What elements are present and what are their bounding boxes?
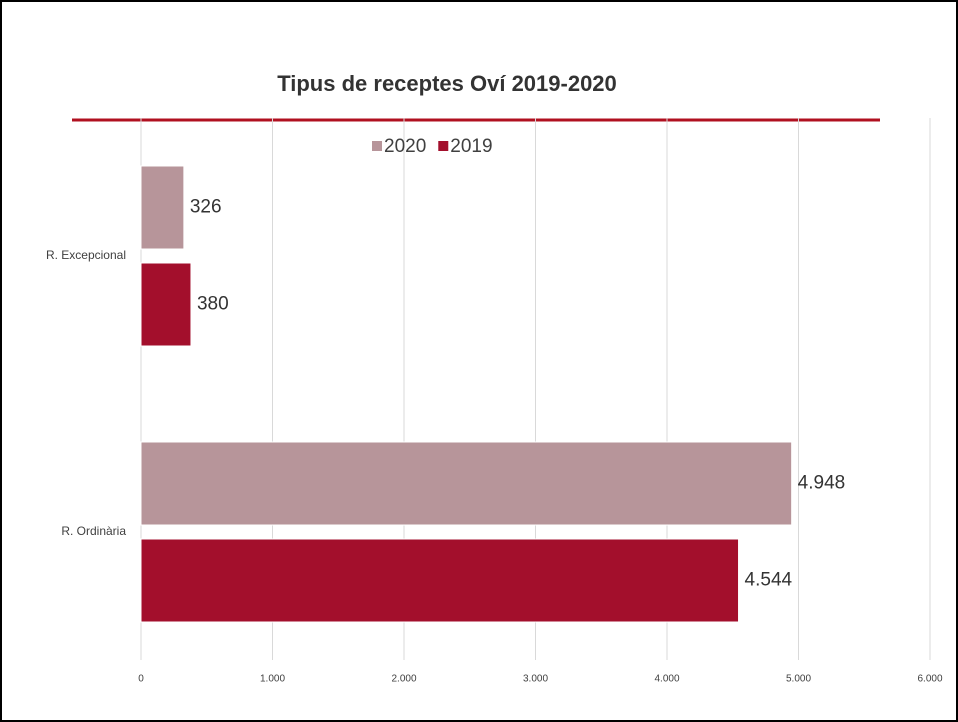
value-label: 4.544 — [745, 570, 793, 591]
x-tick-label: 3.000 — [523, 674, 548, 685]
value-label: 4.948 — [798, 473, 846, 494]
bar — [140, 262, 192, 347]
x-tick-label: 1.000 — [260, 674, 285, 685]
category-label: R. Ordinària — [61, 524, 126, 538]
x-tick-label: 2.000 — [391, 674, 416, 685]
value-label: 326 — [190, 197, 222, 218]
x-tick-label: 4.000 — [654, 674, 679, 685]
bar — [140, 538, 740, 623]
legend-label: 2019 — [450, 136, 492, 157]
x-tick-label: 0 — [138, 674, 144, 685]
x-tick-label: 6.000 — [917, 674, 942, 685]
value-label: 380 — [197, 294, 229, 315]
legend-swatch — [438, 141, 449, 151]
category-label: R. Excepcional — [46, 248, 126, 262]
bar — [140, 441, 793, 526]
x-tick-label: 5.000 — [786, 674, 811, 685]
legend-label: 2020 — [384, 136, 426, 157]
legend-swatch — [372, 141, 382, 151]
chart-title: Tipus de receptes Oví 2019-2020 — [277, 71, 617, 96]
bar — [140, 165, 185, 250]
